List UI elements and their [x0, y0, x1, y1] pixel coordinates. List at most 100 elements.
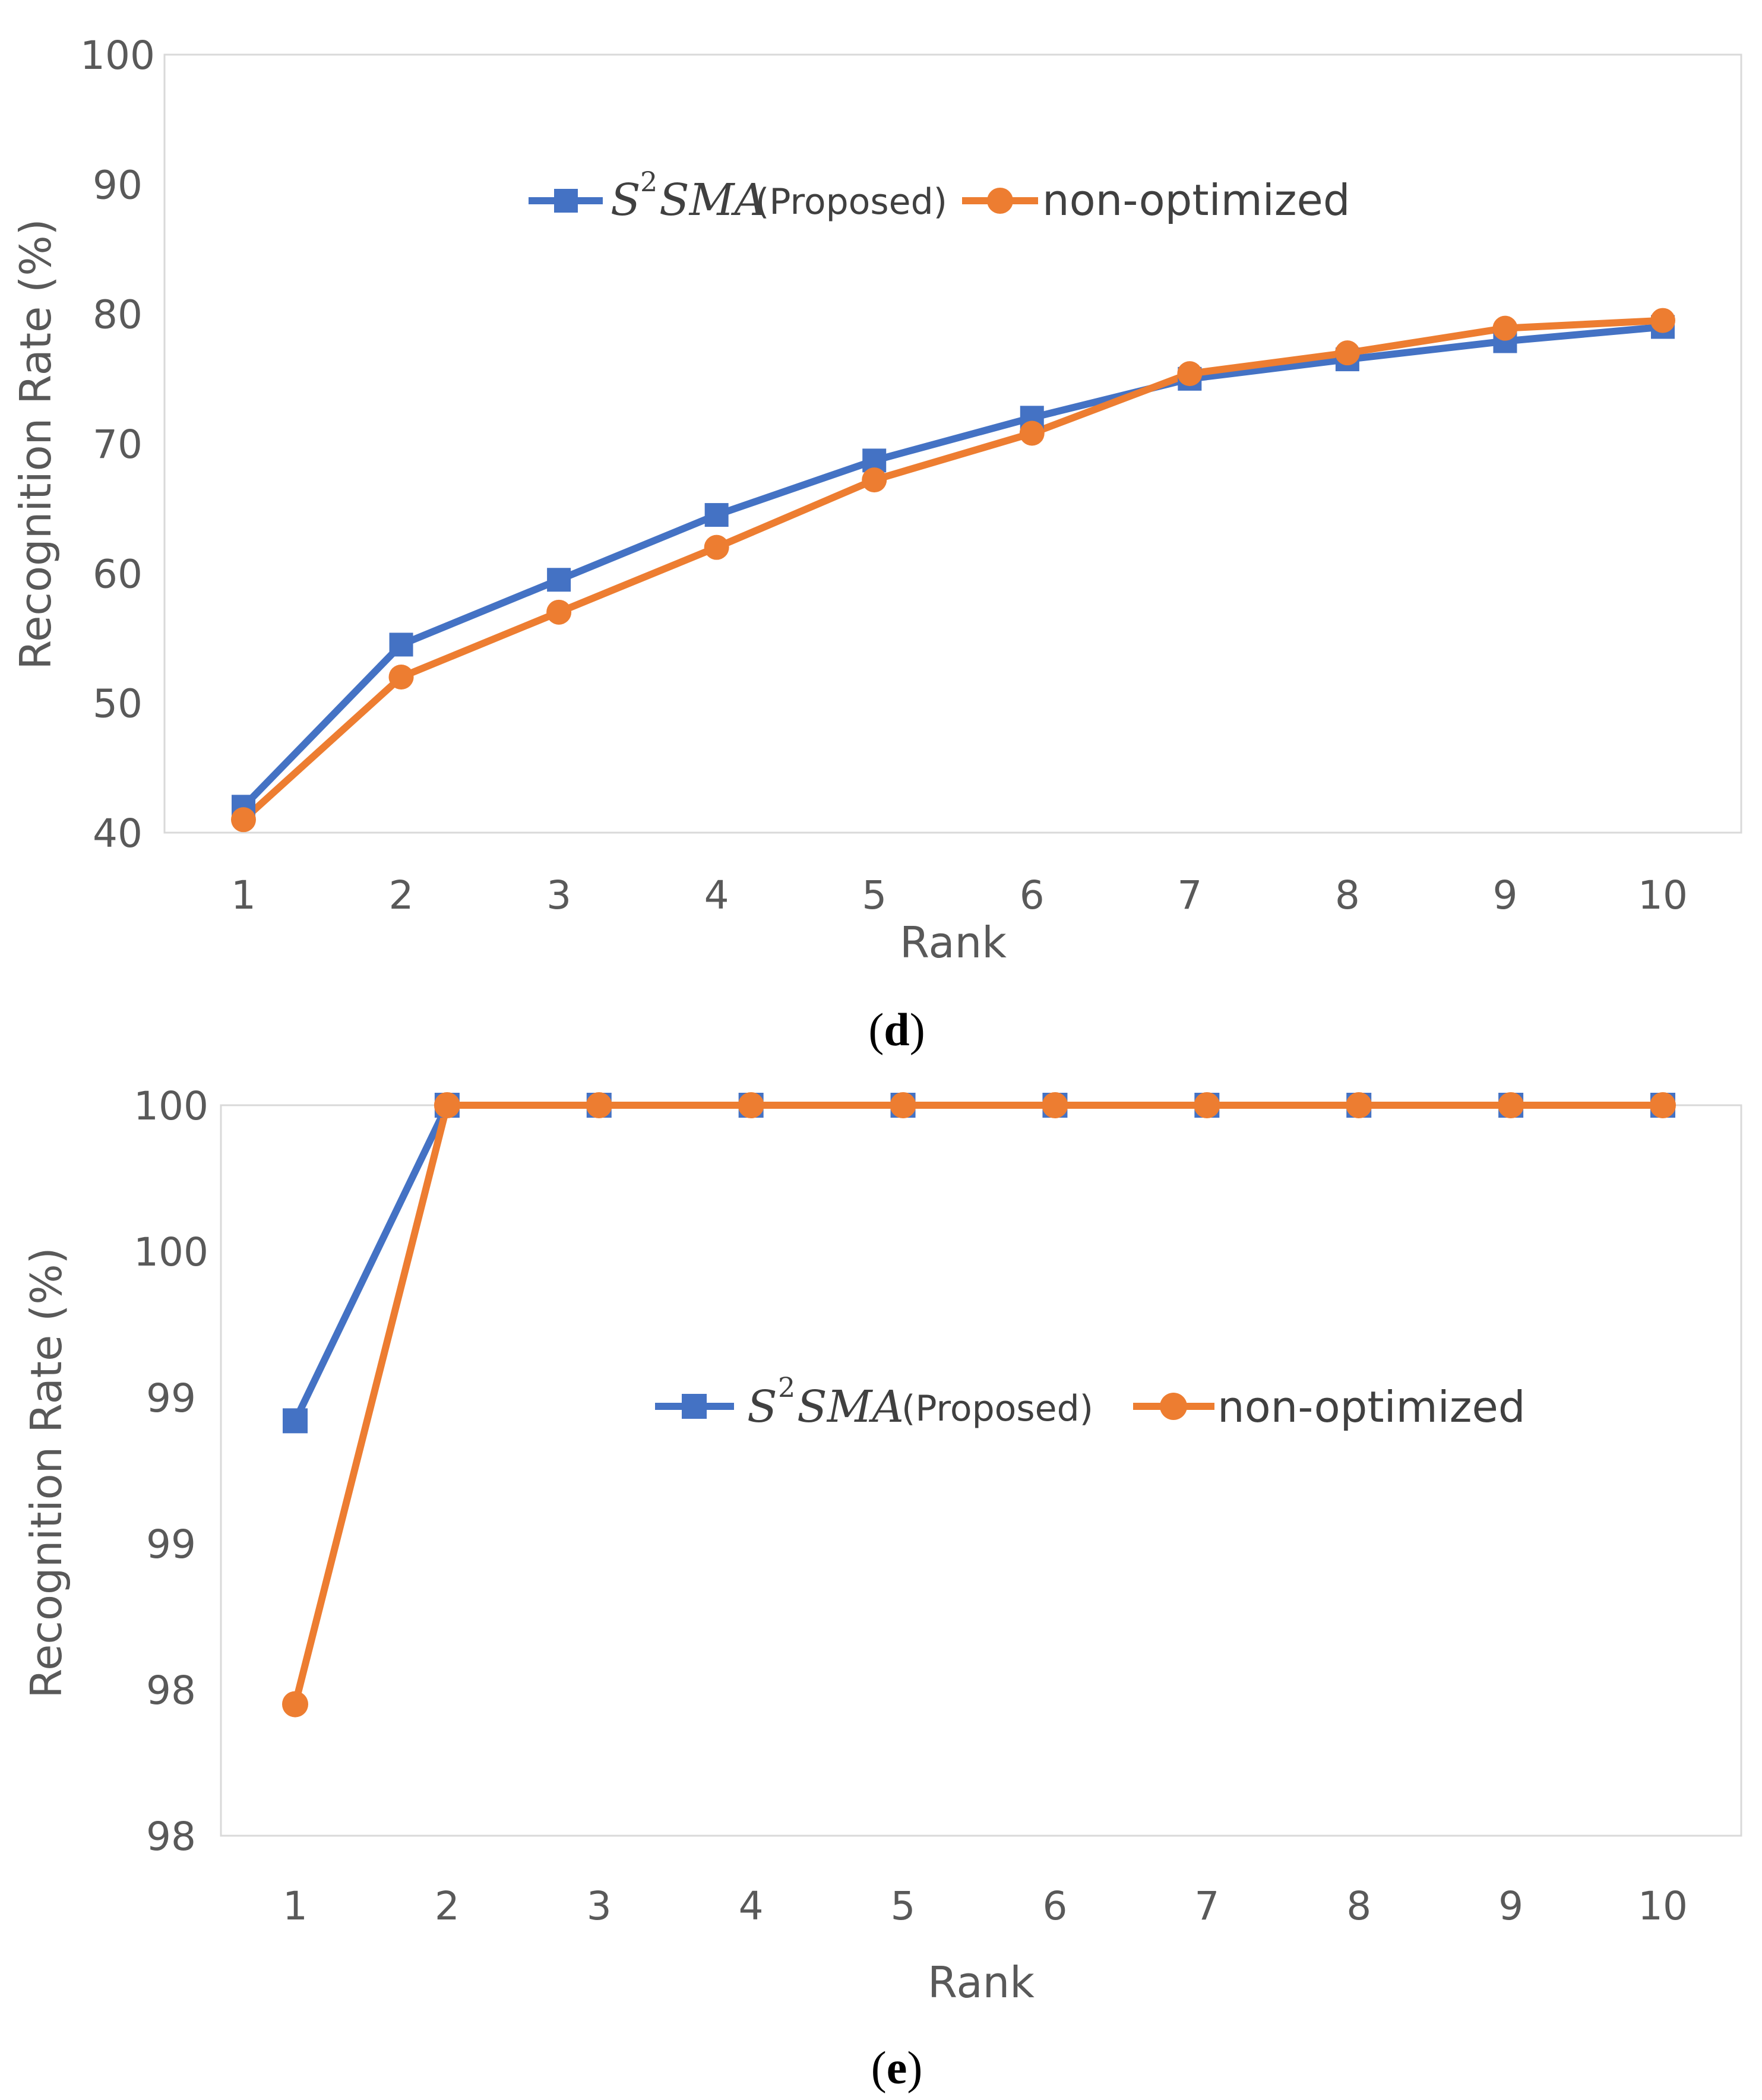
data-point-non_optimized[interactable] — [1650, 1092, 1676, 1118]
x-tick-label: 4 — [739, 1883, 764, 1929]
caption-d-letter: d — [884, 1004, 909, 1055]
legend-proposed-square-icon — [682, 1394, 707, 1419]
x-tick-label: 10 — [1638, 1883, 1688, 1929]
data-point-non_optimized[interactable] — [1334, 340, 1360, 366]
caption-d-open: ( — [868, 1004, 884, 1055]
chart-e-series — [292, 1102, 1666, 1708]
y-tick-label: 100 — [80, 33, 155, 78]
data-point-proposed[interactable] — [283, 1408, 308, 1434]
caption-e: (e) — [871, 2042, 923, 2093]
x-tick-label: 1 — [231, 872, 256, 918]
data-point-proposed[interactable] — [389, 632, 413, 657]
data-point-non_optimized[interactable] — [1498, 1092, 1524, 1118]
x-tick-label: 9 — [1498, 1883, 1523, 1929]
data-point-non_optimized[interactable] — [282, 1691, 308, 1718]
caption-e-close: ) — [907, 2042, 922, 2093]
x-tick-label: 2 — [435, 1883, 460, 1929]
data-point-non_optimized[interactable] — [586, 1092, 612, 1118]
data-point-non_optimized[interactable] — [704, 535, 729, 560]
legend-proposed-suffix: (Proposed) — [901, 1388, 1093, 1429]
y-tick-label: 99 — [146, 1375, 196, 1421]
y-tick-label: 80 — [93, 292, 143, 338]
chart-e-x-ticks: 1 2 3 4 5 6 7 8 9 10 — [283, 1883, 1688, 1929]
legend-proposed-sup: 2 — [640, 166, 657, 198]
legend-proposed[interactable]: S 2 SMA (Proposed) — [529, 166, 947, 226]
caption-d: (d) — [868, 1004, 925, 1055]
x-tick-label: 7 — [1177, 872, 1202, 918]
y-tick-label: 98 — [146, 1668, 196, 1713]
x-tick-label: 6 — [1020, 872, 1045, 918]
x-tick-label: 2 — [389, 872, 414, 918]
data-point-proposed[interactable] — [547, 568, 571, 592]
y-tick-label: 60 — [93, 551, 143, 597]
chart-d-x-ticks: 1 2 3 4 5 6 7 8 9 10 — [231, 872, 1688, 918]
legend-proposed-math2: SMA — [659, 175, 766, 226]
chart-e-y-axis-title: Recognition Rate (%) — [21, 1247, 71, 1698]
legend-proposed-math: S — [747, 1381, 777, 1432]
data-point-non_optimized[interactable] — [890, 1092, 916, 1118]
caption-e-letter: e — [887, 2042, 907, 2093]
x-tick-label: 10 — [1638, 872, 1688, 918]
series-line-non_optimized — [240, 317, 1666, 824]
data-point-non_optimized[interactable] — [1650, 308, 1675, 333]
chart-e-legend: S 2 SMA (Proposed) non-optimized — [655, 1371, 1526, 1432]
legend-proposed-square-icon — [554, 189, 578, 213]
legend-proposed[interactable]: S 2 SMA (Proposed) — [655, 1371, 1093, 1432]
data-point-non_optimized[interactable] — [1177, 361, 1203, 387]
x-tick-label: 9 — [1492, 872, 1517, 918]
chart-d-y-axis-title: Recognition Rate (%) — [11, 219, 61, 669]
data-point-non_optimized[interactable] — [1346, 1092, 1372, 1118]
y-tick-label: 100 — [134, 1083, 208, 1129]
chart-d-markers — [231, 308, 1675, 833]
chart-d: 40 50 60 70 80 90 100 1 2 3 4 5 6 7 8 9 10 Rank Recogni… — [11, 33, 1742, 1055]
caption-e-open: ( — [871, 2042, 887, 2093]
chart-d-series — [240, 317, 1666, 824]
x-tick-label: 5 — [891, 1883, 916, 1929]
data-point-non_optimized[interactable] — [231, 807, 256, 833]
data-point-non_optimized[interactable] — [434, 1092, 460, 1118]
data-point-non_optimized[interactable] — [1194, 1092, 1220, 1118]
chart-e-markers — [282, 1092, 1676, 1718]
x-tick-label: 6 — [1042, 1883, 1067, 1929]
legend-non-optimized-label: non-optimized — [1042, 175, 1350, 225]
y-tick-label: 99 — [146, 1522, 196, 1567]
legend-non-optimized[interactable]: non-optimized — [962, 175, 1350, 225]
series-line-proposed — [240, 323, 1666, 811]
chart-d-y-ticks: 40 50 60 70 80 90 100 — [80, 33, 155, 856]
chart-e-y-ticks: 98 98 99 99 100 100 — [134, 1083, 208, 1859]
caption-d-close: ) — [910, 1004, 925, 1055]
chart-e-plot-area — [220, 1104, 1742, 1837]
legend-non-optimized-circle-icon — [1160, 1393, 1187, 1420]
y-tick-label: 40 — [93, 811, 143, 856]
legend-proposed-suffix: (Proposed) — [755, 181, 947, 223]
y-tick-label: 98 — [146, 1814, 196, 1859]
data-point-non_optimized[interactable] — [738, 1092, 764, 1118]
chart-d-legend: S 2 SMA (Proposed) non-optimized — [529, 166, 1350, 226]
legend-non-optimized[interactable]: non-optimized — [1133, 1382, 1526, 1432]
chart-e: 98 98 99 99 100 100 1 2 3 4 5 6 7 8 9 10 Rank Recognit… — [21, 1083, 1742, 2093]
chart-e-x-axis-title: Rank — [928, 1957, 1035, 2007]
y-tick-label: 90 — [93, 162, 143, 208]
y-tick-label: 70 — [93, 422, 143, 467]
data-point-non_optimized[interactable] — [862, 467, 887, 493]
legend-proposed-sup: 2 — [778, 1371, 795, 1403]
x-tick-label: 3 — [546, 872, 571, 918]
data-point-non_optimized[interactable] — [546, 599, 572, 625]
x-tick-label: 5 — [862, 872, 887, 918]
chart-d-plot-area — [163, 53, 1742, 834]
legend-non-optimized-circle-icon — [987, 188, 1013, 214]
x-tick-label: 1 — [283, 1883, 308, 1929]
chart-d-x-axis-title: Rank — [900, 918, 1007, 967]
series-line-non_optimized — [292, 1102, 1666, 1708]
legend-proposed-math2: SMA — [797, 1381, 904, 1432]
x-tick-label: 3 — [587, 1883, 612, 1929]
data-point-non_optimized[interactable] — [1492, 315, 1518, 341]
y-tick-label: 100 — [134, 1229, 208, 1275]
data-point-non_optimized[interactable] — [388, 665, 414, 690]
x-tick-label: 4 — [704, 872, 729, 918]
data-point-non_optimized[interactable] — [1042, 1092, 1068, 1118]
data-point-proposed[interactable] — [704, 503, 729, 527]
x-tick-label: 8 — [1346, 1883, 1371, 1929]
data-point-non_optimized[interactable] — [1019, 420, 1045, 446]
